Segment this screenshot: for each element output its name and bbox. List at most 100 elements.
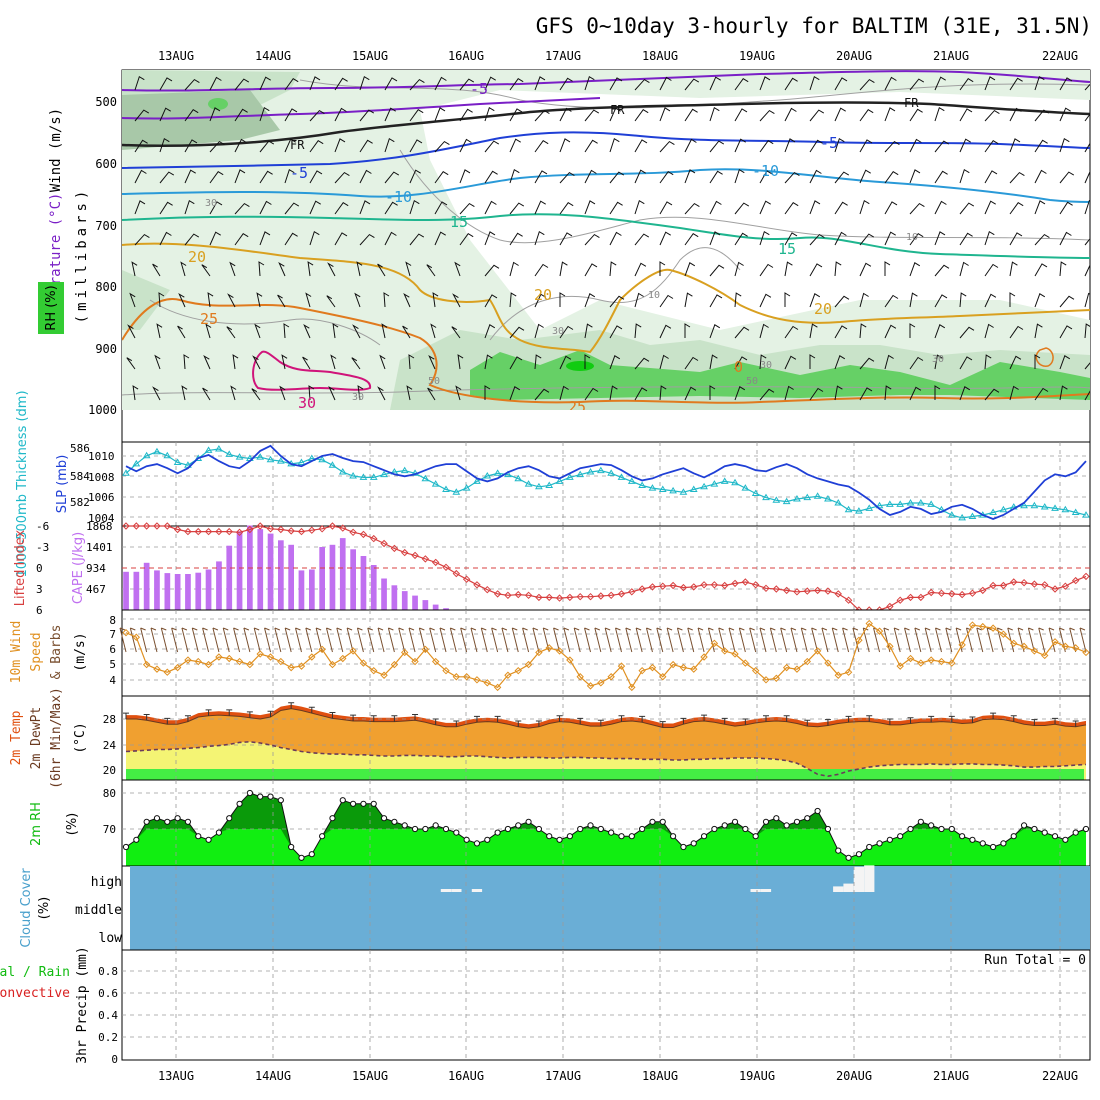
thk-marker-78 — [927, 500, 936, 507]
upper-barb — [559, 292, 566, 307]
upper-barb — [609, 261, 617, 277]
precip-tick-08: 0.8 — [98, 965, 118, 978]
upper-barb — [409, 233, 425, 246]
upper-barb — [984, 354, 992, 370]
rh-marker-12 — [246, 789, 253, 797]
upper-barb — [634, 109, 649, 122]
rh-marker-8 — [205, 836, 212, 843]
upper-barb — [559, 232, 573, 246]
upper-barb — [405, 261, 412, 277]
rh-marker-92 — [1072, 829, 1079, 836]
upper-barb — [709, 264, 725, 277]
surface-barb-30 — [429, 627, 437, 653]
temp-max-tick-80 — [948, 715, 955, 723]
upper-barb — [709, 200, 722, 215]
wind-speed-markers — [122, 619, 1090, 692]
wind-marker-83 — [979, 622, 987, 631]
upper-barb — [403, 292, 411, 308]
li-marker-43 — [566, 593, 574, 602]
upper-barb — [451, 326, 461, 339]
top-date-20AUG: 20AUG — [836, 49, 872, 63]
upper-barb — [709, 385, 716, 400]
upper-barb — [409, 139, 423, 153]
li-marker-52 — [659, 582, 667, 590]
surface-barb-45 — [584, 627, 592, 653]
rh-panel: 80 70 2m RH (%) — [29, 779, 1091, 867]
upper-barb — [209, 171, 224, 184]
thk-marker-49 — [627, 477, 636, 484]
upper-barb — [201, 264, 211, 277]
thk-marker-48 — [617, 473, 626, 480]
rh-marker-34 — [473, 840, 481, 847]
rh-marker-77 — [917, 818, 924, 825]
rh-tick-80: 80 — [103, 787, 116, 800]
temp-max-tick-20 — [329, 712, 336, 719]
li-marker-22 — [349, 528, 357, 537]
top-date-labels: 13AUG 14AUG 15AUG 16AUG 17AUG 18AUG 19AUG 20AUG… — [158, 49, 1078, 63]
cape-bar-6 — [185, 574, 191, 610]
temp-max-tick-32 — [453, 720, 460, 727]
upper-barb — [484, 385, 491, 400]
li-marker-12 — [246, 525, 254, 534]
upper-barb — [934, 294, 948, 308]
rh-marker-38 — [515, 822, 522, 829]
li-tick-m6: -6 — [36, 520, 49, 533]
upper-barb — [334, 77, 348, 91]
upper-barb — [256, 292, 263, 308]
temp-max-tick-64 — [783, 715, 790, 722]
surface-barb-35 — [480, 627, 488, 653]
cape-bar-7 — [195, 572, 202, 610]
upper-barb — [234, 169, 246, 184]
upper-barb — [959, 326, 975, 339]
upper-barb — [509, 356, 523, 370]
li-marker-34 — [473, 581, 481, 589]
upper-barb — [534, 293, 547, 308]
wind-marker-37 — [504, 671, 512, 679]
li-marker-41 — [545, 593, 553, 602]
upper-barb — [634, 169, 646, 184]
rh-marker-56 — [700, 833, 708, 840]
upper-barb — [209, 107, 221, 122]
label-minus5-purple: -5 — [470, 80, 488, 98]
thk-marker-55 — [689, 485, 698, 492]
rh-marker-36 — [494, 829, 501, 836]
thk-marker-19 — [318, 455, 327, 463]
surface-barb-27 — [398, 627, 406, 653]
upper-barb — [834, 325, 848, 339]
li-marker-67 — [813, 586, 822, 595]
wind-marker-14 — [266, 653, 275, 661]
wind-marker-49 — [628, 683, 636, 692]
upper-barb — [427, 387, 436, 401]
upper-barb — [834, 107, 846, 122]
wind-marker-5 — [173, 663, 182, 672]
thk-marker-51 — [648, 484, 657, 491]
contour-25 — [122, 298, 1090, 404]
upper-barb — [277, 294, 286, 308]
rh-line — [125, 792, 1087, 859]
upper-barb — [584, 139, 598, 153]
upper-barb — [234, 138, 247, 153]
upper-barb — [432, 292, 439, 308]
wind-marker-51 — [648, 663, 657, 672]
upper-barb — [559, 171, 575, 184]
rh-marker-55 — [690, 840, 697, 847]
ylabel-slp: SLP (mb) — [55, 455, 70, 514]
surface-barb-6 — [181, 627, 189, 653]
wind-marker-85 — [999, 630, 1008, 638]
temp-max-tick-44 — [577, 717, 584, 725]
rh-label-30b: 30 — [552, 326, 564, 337]
temp-max-tick-12 — [246, 711, 253, 718]
surface-barb-47 — [604, 627, 612, 653]
rh-marker-40 — [535, 825, 543, 833]
upper-barb — [634, 292, 644, 308]
cape-bar-24 — [370, 565, 377, 610]
upper-barb — [934, 354, 943, 370]
ylabel-wind: Wind (m/s) — [48, 108, 64, 192]
upper-barb — [809, 293, 821, 308]
temp-max-tick-66 — [804, 719, 811, 727]
wind-marker-25 — [380, 671, 388, 679]
upper-barb — [459, 78, 475, 91]
upper-barb — [184, 233, 200, 246]
li-marker-46 — [597, 592, 605, 600]
